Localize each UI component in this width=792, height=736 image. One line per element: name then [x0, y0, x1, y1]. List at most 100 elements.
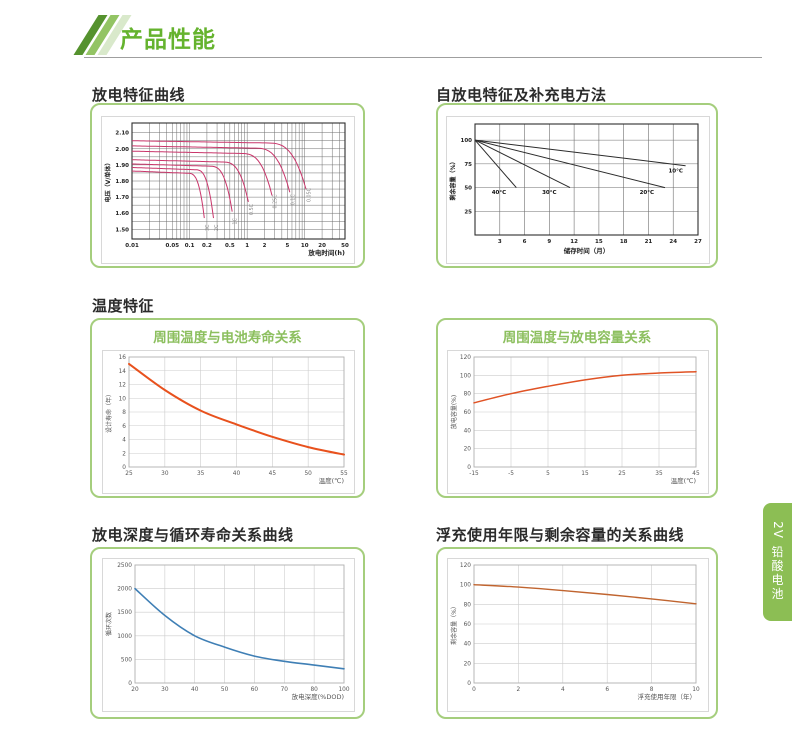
- svg-text:2: 2: [122, 451, 126, 457]
- discharge-curves-card: 0.01 0.05 0.1 0.2 0.5 1 2 5 10 20 50 1.50 1.60 1.70 1.…: [90, 103, 365, 268]
- svg-text:1.50: 1.50: [115, 227, 129, 233]
- svg-text:浮充使用年限（年）: 浮充使用年限（年）: [638, 692, 697, 701]
- svg-text:0: 0: [467, 681, 471, 687]
- svg-text:2C: 2C: [214, 224, 220, 231]
- svg-text:2: 2: [263, 243, 267, 249]
- svg-text:500: 500: [121, 657, 132, 663]
- svg-text:0.5C: 0.5C: [249, 203, 255, 215]
- svg-text:30: 30: [161, 471, 169, 477]
- svg-text:12: 12: [119, 383, 127, 389]
- svg-text:25: 25: [618, 471, 626, 477]
- svg-text:30: 30: [161, 687, 169, 693]
- svg-text:-15: -15: [469, 471, 479, 477]
- svg-text:1C: 1C: [233, 218, 239, 225]
- svg-text:0.5: 0.5: [225, 243, 235, 249]
- svg-text:放电深度(%DOD): 放电深度(%DOD): [292, 692, 344, 701]
- svg-text:40°C: 40°C: [492, 190, 506, 196]
- svg-text:0.05C: 0.05C: [306, 187, 312, 202]
- svg-text:10: 10: [692, 687, 700, 693]
- temp-life-card: 周围温度与电池寿命关系 25 30 35 40 45 50 55 0 2 4 6 8 10 12 14 16 温…: [90, 318, 365, 498]
- svg-text:20: 20: [464, 447, 472, 453]
- svg-text:2.00: 2.00: [115, 147, 129, 153]
- svg-text:45: 45: [692, 471, 700, 477]
- svg-text:-5: -5: [508, 471, 514, 477]
- svg-text:2000: 2000: [117, 587, 132, 593]
- svg-text:放电时间(h): 放电时间(h): [307, 248, 345, 257]
- svg-text:2.10: 2.10: [115, 131, 129, 137]
- svg-text:剩余容量（%）: 剩余容量（%）: [450, 603, 458, 645]
- svg-text:50: 50: [221, 687, 229, 693]
- svg-text:50: 50: [304, 471, 312, 477]
- svg-text:50: 50: [464, 186, 472, 192]
- temp-capacity-card-title: 周围温度与放电容量关系: [502, 330, 652, 346]
- float-capacity-card: 0 2 4 6 8 10 0 20 40 60 80 100 120 浮充使用年限（年） 剩余容量（%）: [436, 547, 718, 719]
- side-tab-voltage-label: 2V: [770, 521, 785, 539]
- svg-text:储存时间（月）: 储存时间（月）: [563, 246, 610, 255]
- svg-text:9: 9: [547, 239, 551, 245]
- chart-frame: -15 -5 5 15 25 35 45 0 20 40 60 80 100 120 温度(℃) 放电容量(%…: [447, 350, 709, 494]
- side-tab-battery-label: 铅酸电池: [771, 545, 784, 601]
- svg-text:40: 40: [464, 428, 472, 434]
- svg-text:100: 100: [460, 373, 471, 379]
- svg-text:5: 5: [286, 243, 290, 249]
- svg-text:0: 0: [128, 681, 132, 687]
- svg-text:循环次数: 循环次数: [105, 612, 113, 636]
- svg-text:1000: 1000: [117, 634, 132, 640]
- svg-text:80: 80: [464, 602, 472, 608]
- svg-text:80: 80: [464, 392, 472, 398]
- svg-text:剩余容量（%）: 剩余容量（%）: [449, 158, 457, 200]
- svg-text:1.70: 1.70: [115, 195, 129, 201]
- svg-text:15: 15: [595, 239, 603, 245]
- svg-text:0.2: 0.2: [202, 243, 212, 249]
- temp-capacity-card: 周围温度与放电容量关系 -15 -5 5 15 25 35 45 0 20 40 60 80 100 12…: [436, 318, 718, 498]
- svg-text:100: 100: [460, 583, 471, 589]
- svg-text:8: 8: [122, 410, 126, 416]
- svg-text:0.05: 0.05: [165, 243, 179, 249]
- temp-life-chart: 25 30 35 40 45 50 55 0 2 4 6 8 10 12 14 16 温度(℃) 设计寿命（年）: [105, 355, 348, 485]
- svg-text:1500: 1500: [117, 610, 132, 616]
- svg-text:24: 24: [669, 239, 677, 245]
- svg-text:16: 16: [119, 355, 127, 361]
- svg-text:0.25C: 0.25C: [273, 194, 279, 209]
- svg-text:100: 100: [338, 687, 349, 693]
- section-title-dod-cycle: 放电深度与循环寿命关系曲线: [92, 526, 294, 544]
- svg-text:60: 60: [464, 410, 472, 416]
- svg-text:80: 80: [310, 687, 318, 693]
- page-title: 产品性能: [120, 27, 216, 53]
- svg-text:27: 27: [694, 239, 702, 245]
- svg-text:2: 2: [517, 687, 521, 693]
- svg-text:15: 15: [581, 471, 589, 477]
- svg-text:6: 6: [122, 424, 126, 430]
- svg-text:55: 55: [340, 471, 348, 477]
- svg-text:45: 45: [269, 471, 277, 477]
- svg-text:3C: 3C: [205, 224, 211, 231]
- svg-text:20: 20: [131, 687, 139, 693]
- svg-text:1: 1: [245, 243, 249, 249]
- section-title-temperature: 温度特征: [92, 297, 155, 315]
- svg-text:12: 12: [570, 239, 578, 245]
- svg-text:设计寿命（年）: 设计寿命（年）: [105, 391, 113, 433]
- svg-text:14: 14: [119, 369, 127, 375]
- svg-text:20: 20: [318, 243, 326, 249]
- tab-2v-lead-acid-battery[interactable]: 2V 铅酸电池: [763, 503, 792, 621]
- svg-text:60: 60: [251, 687, 259, 693]
- discharge-curves-chart: 0.01 0.05 0.1 0.2 0.5 1 2 5 10 20 50 1.50 1.60 1.70 1.…: [104, 122, 349, 257]
- svg-text:放电容量(%): 放电容量(%): [450, 395, 458, 429]
- svg-text:4: 4: [561, 687, 565, 693]
- svg-text:18: 18: [620, 239, 628, 245]
- svg-text:温度(℃): 温度(℃): [319, 476, 344, 485]
- svg-text:5: 5: [546, 471, 550, 477]
- svg-text:6: 6: [523, 239, 527, 245]
- svg-text:100: 100: [461, 138, 473, 144]
- svg-text:1.80: 1.80: [115, 179, 129, 185]
- svg-text:2500: 2500: [117, 563, 132, 569]
- svg-text:40: 40: [464, 642, 472, 648]
- svg-text:25: 25: [125, 471, 133, 477]
- svg-text:电压（V/单体）: 电压（V/单体）: [104, 160, 112, 203]
- svg-text:25: 25: [464, 209, 472, 215]
- chart-frame: 3 6 9 12 15 18 21 24 27 25 50 75 100 储存时间（月） 剩余容量（%） 40…: [446, 116, 710, 264]
- svg-text:0: 0: [467, 465, 471, 471]
- chart-frame: 25 30 35 40 45 50 55 0 2 4 6 8 10 12 14 16 温度(℃) 设计寿命（年）: [102, 350, 355, 494]
